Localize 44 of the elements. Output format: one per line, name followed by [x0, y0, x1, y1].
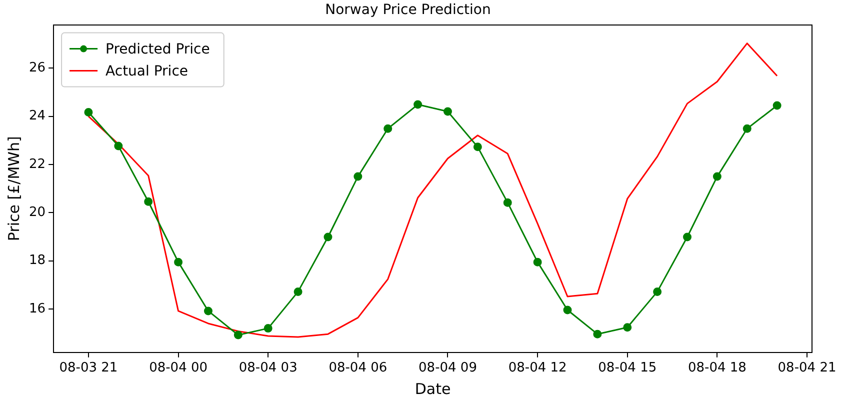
point: [533, 258, 542, 266]
point: [443, 107, 452, 116]
legend-label: Actual Price: [106, 63, 188, 80]
point: [384, 124, 392, 133]
point: [294, 287, 302, 296]
x-tick-label: 08-03 21: [59, 360, 118, 376]
y-tick-label: 20: [28, 205, 46, 220]
chart-title: Norway Price Prediction: [325, 2, 491, 18]
point: [772, 101, 782, 110]
point: [84, 108, 93, 116]
x-tick-label: 08-04 03: [238, 360, 298, 376]
y-tick-label: 26: [28, 60, 46, 76]
point: [174, 258, 183, 266]
legend-label: Predicted Price: [106, 41, 210, 58]
y-tick-label: 24: [28, 108, 46, 124]
x-axis-title: Date: [414, 380, 451, 398]
point: [623, 323, 632, 332]
point: [563, 306, 572, 314]
point: [144, 197, 153, 206]
x-tick-label: 08-04 09: [418, 360, 477, 376]
x-tick-label: 08-04 15: [598, 360, 657, 376]
x-tick-label: 08-04 18: [688, 360, 746, 376]
point: [324, 232, 332, 242]
x-tick-label: 08-04 06: [328, 360, 388, 376]
point: [593, 330, 602, 338]
y-tick-label: 18: [28, 253, 46, 268]
x-tick-label: 08-04 12: [508, 360, 567, 376]
point: [712, 172, 722, 181]
point: [683, 232, 692, 242]
point: [114, 142, 123, 150]
point: [354, 172, 362, 181]
point: [742, 124, 752, 133]
point: [234, 330, 242, 340]
y-tick-label: 16: [28, 301, 46, 316]
point: [653, 287, 662, 296]
point: [414, 100, 422, 109]
point: [503, 198, 512, 207]
x-tick-label: 08-04 00: [149, 360, 208, 376]
y-tick-label: 22: [28, 156, 46, 172]
point: [473, 142, 482, 152]
x-tick-label: 08-04 21: [778, 360, 836, 376]
point: [204, 306, 212, 316]
point: [264, 324, 272, 333]
y-axis-title: Price [£/MWh]: [4, 136, 23, 242]
